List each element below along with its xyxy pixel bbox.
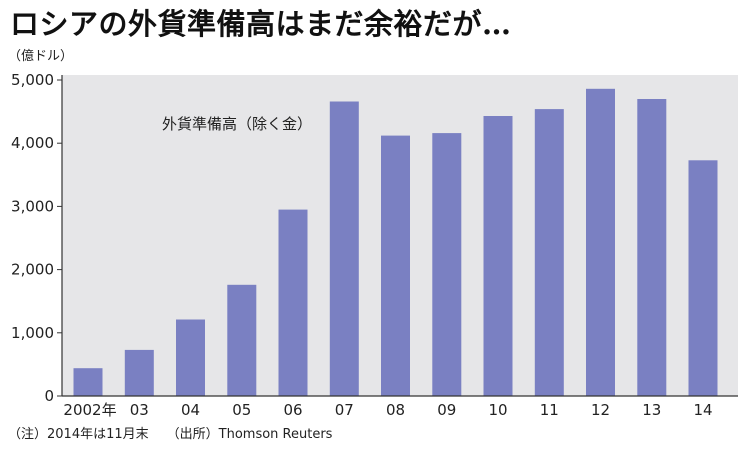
bar-10 <box>483 116 513 396</box>
y-tick-label: 5,000 <box>11 71 54 89</box>
bar-14 <box>688 160 718 396</box>
footnote-source: （出所）Thomson Reuters <box>166 427 333 442</box>
y-axis-ticks: 0 1,000 2,000 3,000 4,000 5,000 <box>11 71 62 405</box>
y-tick-label: 2,000 <box>11 261 54 279</box>
bar-03 <box>124 349 154 396</box>
bar-08 <box>381 135 410 396</box>
series-label: 外貨準備高（除く金） <box>162 115 312 133</box>
bar-07 <box>329 101 359 396</box>
footnote: （注）2014年は11月末 （出所）Thomson Reuters <box>8 427 332 443</box>
bar-06 <box>278 209 308 396</box>
y-tick-label: 0 <box>44 387 54 405</box>
bar-series <box>73 88 718 397</box>
bar-05 <box>227 284 257 396</box>
x-tick-label: 11 <box>540 401 559 419</box>
x-tick-label: 04 <box>181 401 200 419</box>
x-tick-label: 13 <box>642 401 661 419</box>
bar-04 <box>176 319 205 396</box>
x-tick-label: 03 <box>130 401 149 419</box>
x-tick-label: 12 <box>591 401 610 419</box>
x-tick-label: 2002年 <box>63 401 116 419</box>
footnote-note: （注）2014年は11月末 <box>8 427 149 442</box>
page-title: ロシアの外貨準備高はまだ余裕だが… <box>10 7 512 41</box>
y-tick-label: 4,000 <box>11 134 54 152</box>
x-tick-label: 09 <box>437 401 456 419</box>
y-axis-unit-label: （億ドル） <box>8 49 74 64</box>
bar-2002年 <box>73 368 103 396</box>
x-tick-label: 05 <box>232 401 251 419</box>
x-tick-label: 14 <box>693 401 712 419</box>
bar-12 <box>586 88 615 397</box>
x-tick-label: 10 <box>488 401 507 419</box>
x-tick-label: 07 <box>335 401 354 419</box>
bar-13 <box>637 99 667 396</box>
x-axis-tick-labels: 2002年 03 04 05 06 07 08 09 10 11 12 13 14 <box>63 401 712 419</box>
bar-11 <box>534 109 564 396</box>
bar-09 <box>432 133 462 396</box>
x-tick-label: 06 <box>283 401 302 419</box>
y-tick-label: 3,000 <box>11 197 54 215</box>
y-tick-label: 1,000 <box>11 324 54 342</box>
x-tick-label: 08 <box>386 401 405 419</box>
